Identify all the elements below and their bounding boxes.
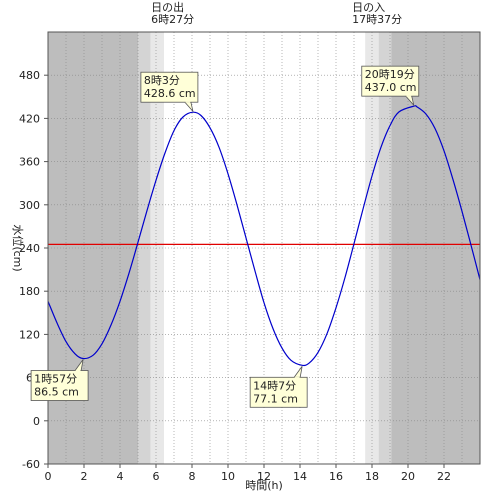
x-tick-label: 20 bbox=[401, 470, 415, 483]
x-tick-label: 12 bbox=[257, 470, 271, 483]
callout-time: 8時3分 bbox=[144, 74, 180, 87]
callout-time: 1時57分 bbox=[34, 373, 77, 386]
y-tick-label: 240 bbox=[19, 242, 40, 255]
x-tick-label: 18 bbox=[365, 470, 379, 483]
callout-time: 14時7分 bbox=[253, 379, 296, 392]
twilight-band bbox=[150, 32, 165, 464]
y-tick-label: -60 bbox=[22, 458, 40, 471]
callout-time: 20時19分 bbox=[365, 68, 415, 81]
y-tick-label: 480 bbox=[19, 69, 40, 82]
callout-value: 428.6 cm bbox=[144, 87, 196, 100]
callout-box bbox=[140, 71, 199, 103]
y-tick-label: 360 bbox=[19, 156, 40, 169]
tide-curve bbox=[47, 105, 481, 367]
y-tick-label: 0 bbox=[33, 415, 40, 428]
callout-box bbox=[361, 65, 420, 97]
y-tick-label: 420 bbox=[19, 112, 40, 125]
x-tick-label: 4 bbox=[117, 470, 124, 483]
sunrise-label: 日の出 bbox=[151, 0, 184, 14]
callout-value: 437.0 cm bbox=[365, 81, 417, 94]
x-tick-label: 6 bbox=[153, 470, 160, 483]
x-axis-label: 時間(h) bbox=[245, 479, 283, 492]
y-tick-label: 300 bbox=[19, 199, 40, 212]
x-tick-label: 16 bbox=[329, 470, 343, 483]
y-tick-label: 120 bbox=[19, 328, 40, 341]
callout-box bbox=[30, 370, 89, 401]
callout-box bbox=[249, 376, 308, 408]
sunrise-time: 6時27分 bbox=[151, 13, 194, 26]
sunset-time: 17時37分 bbox=[352, 13, 402, 26]
x-tick-label: 0 bbox=[45, 470, 52, 483]
callout-value: 77.1 cm bbox=[253, 392, 298, 405]
x-tick-label: 10 bbox=[221, 470, 235, 483]
y-axis-label: 水位(cm) bbox=[11, 224, 25, 271]
x-tick-label: 2 bbox=[81, 470, 88, 483]
tide-curve-group bbox=[47, 105, 481, 367]
x-tick-label: 14 bbox=[293, 470, 307, 483]
x-tick-label: 22 bbox=[437, 470, 451, 483]
x-tick-label: 8 bbox=[189, 470, 196, 483]
sunset-label: 日の入 bbox=[352, 1, 385, 14]
callout-value: 86.5 cm bbox=[34, 386, 79, 399]
x-axis-ticks: 0 2 4 6 8 10 12 14 16 18 20 22 bbox=[45, 464, 451, 483]
y-tick-label: 180 bbox=[19, 285, 40, 298]
